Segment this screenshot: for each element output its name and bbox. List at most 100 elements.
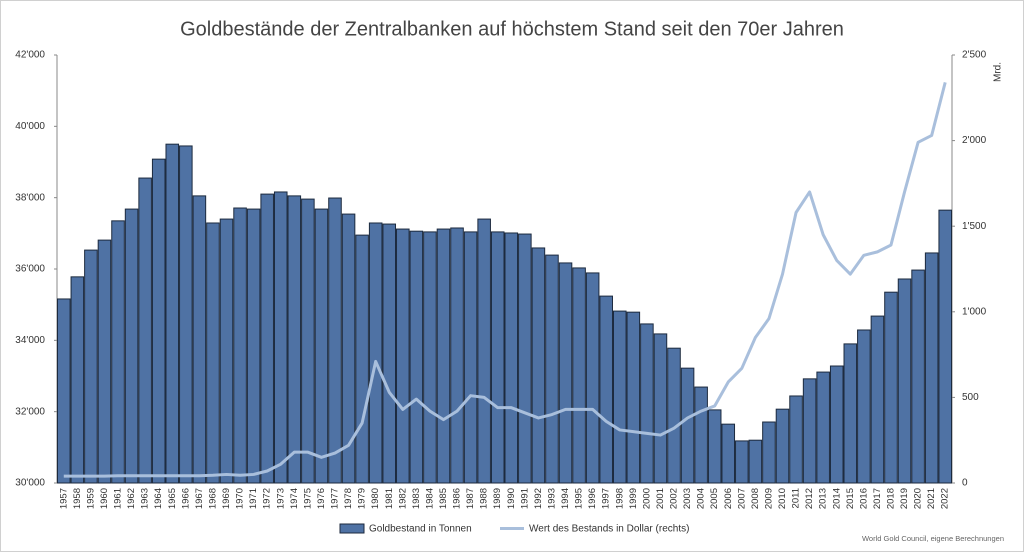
x-tick-label: 2005 <box>709 488 720 509</box>
bar <box>762 421 776 484</box>
y-tick-label: 36'000 <box>15 264 45 275</box>
bar <box>151 158 166 484</box>
bar <box>504 232 519 484</box>
x-tick-label: 2004 <box>696 488 707 509</box>
bar <box>585 272 600 484</box>
bar <box>612 310 627 484</box>
y2-tick-label: 500 <box>962 392 979 403</box>
x-tick-label: 1996 <box>587 488 598 509</box>
x-tick-label: 1992 <box>533 488 544 509</box>
x-tick-label: 1976 <box>316 488 327 509</box>
bar <box>490 231 505 484</box>
x-tick-label: 1981 <box>384 488 395 509</box>
bar <box>558 262 573 484</box>
x-tick-label: 1958 <box>72 488 83 509</box>
bar <box>450 227 464 484</box>
bar <box>748 439 763 484</box>
x-tick-label: 2008 <box>750 488 761 509</box>
y2-tick-label: 1'500 <box>962 221 987 232</box>
x-tick-label: 2010 <box>777 488 788 509</box>
bar <box>396 228 410 484</box>
x-tick-label: 1971 <box>248 488 259 509</box>
y-tick-label: 34'000 <box>15 335 45 346</box>
bar <box>124 208 139 484</box>
x-tick-label: 1959 <box>85 488 96 509</box>
bar <box>653 333 668 484</box>
x-tick-label: 1983 <box>411 488 422 509</box>
y-tick-label: 30'000 <box>15 478 45 489</box>
x-tick-label: 1987 <box>465 488 476 509</box>
bar <box>843 343 858 484</box>
bar <box>477 218 491 484</box>
bar <box>368 222 383 484</box>
x-tick-label: 1990 <box>506 488 517 509</box>
x-tick-label: 1982 <box>397 488 408 509</box>
x-tick-label: 1965 <box>167 488 178 509</box>
line <box>63 82 947 478</box>
x-tick-label: 1994 <box>560 488 571 509</box>
bar <box>667 347 681 484</box>
bar <box>897 278 912 484</box>
bar <box>70 276 85 484</box>
x-tick-label: 1995 <box>574 488 585 509</box>
bar <box>423 231 437 484</box>
x-tick-label: 1985 <box>438 488 449 509</box>
bar <box>314 208 329 484</box>
x-tick-label: 2018 <box>885 488 896 509</box>
x-tick-label: 2011 <box>791 488 802 508</box>
x-tick-label: 1984 <box>424 488 435 509</box>
x-tick-label: 1998 <box>614 488 625 509</box>
bar <box>165 143 180 484</box>
legend-label: Goldbestand in Tonnen <box>369 524 472 535</box>
bar <box>57 298 71 484</box>
bar <box>409 230 424 484</box>
x-tick-label: 1975 <box>302 488 313 509</box>
x-tick-label: 1997 <box>601 488 612 509</box>
x-tick-label: 2006 <box>723 488 734 509</box>
x-tick-label: 1966 <box>180 488 191 509</box>
x-tick-label: 1989 <box>492 488 503 509</box>
bar <box>775 408 790 484</box>
bar <box>287 195 302 484</box>
bar <box>599 295 613 484</box>
bar <box>219 218 234 484</box>
x-tick-label: 2000 <box>641 488 652 509</box>
bar <box>97 239 112 484</box>
x-tick-label: 1991 <box>519 488 530 509</box>
x-tick-label: 1980 <box>370 488 381 509</box>
bar <box>192 195 207 484</box>
x-tick-label: 2019 <box>899 488 910 509</box>
x-tick-label: 2012 <box>804 488 815 509</box>
bar <box>857 329 871 484</box>
x-tick-label: 1963 <box>140 488 151 509</box>
x-tick-label: 1993 <box>546 488 557 509</box>
x-tick-label: 1957 <box>58 488 69 509</box>
x-tick-label: 1961 <box>113 488 124 509</box>
bar <box>260 193 274 484</box>
bar <box>924 252 939 484</box>
bar <box>694 386 708 484</box>
bar <box>382 223 397 484</box>
source: World Gold Council, eigene Berechnungen <box>862 534 1004 543</box>
y-tick-label: 40'000 <box>15 121 45 132</box>
x-tick-label: 1969 <box>221 488 232 509</box>
bar <box>463 231 478 484</box>
bar <box>829 365 844 484</box>
bar <box>111 220 125 484</box>
bar <box>138 177 152 484</box>
y2-tick-label: 0 <box>962 478 968 489</box>
bar <box>938 209 952 484</box>
x-tick-label: 1964 <box>153 488 164 509</box>
x-tick-label: 2021 <box>926 488 937 509</box>
x-tick-label: 1973 <box>275 488 286 509</box>
bar <box>707 409 722 484</box>
bar <box>341 213 356 484</box>
x-tick-label: 1988 <box>479 488 490 509</box>
x-tick-label: 2020 <box>913 488 924 509</box>
bar <box>233 207 247 484</box>
bar <box>545 254 559 484</box>
x-tick-label: 2007 <box>736 488 747 509</box>
bar <box>680 367 695 484</box>
chart-title: Goldbestände der Zentralbanken auf höchs… <box>180 18 844 40</box>
x-tick-label: 2016 <box>858 488 869 509</box>
